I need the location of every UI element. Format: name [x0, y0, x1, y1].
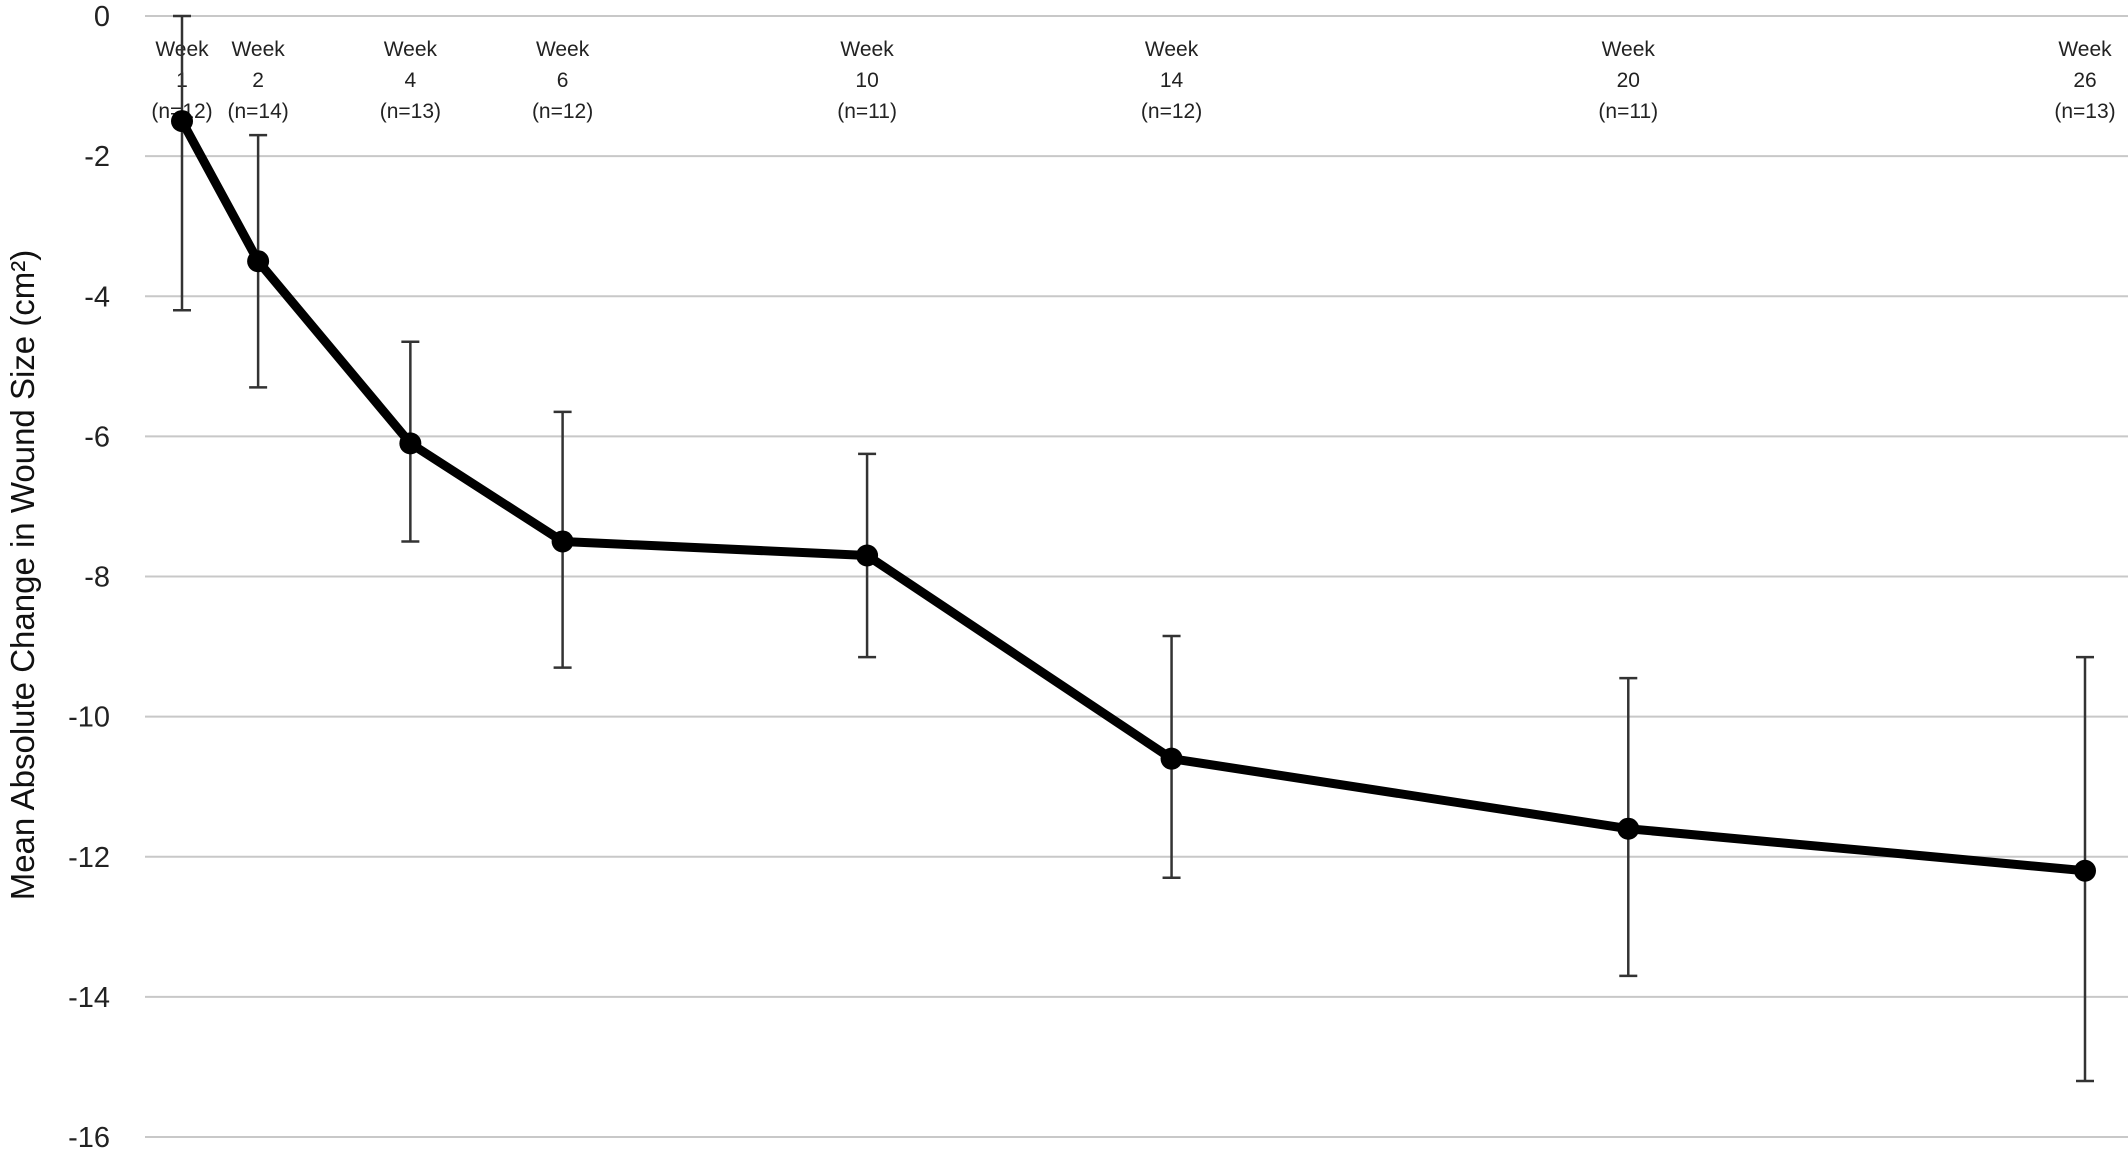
x-category-number: 10 — [855, 69, 878, 92]
y-tick-label: -12 — [68, 842, 110, 874]
gridlines — [145, 15, 2128, 1138]
data-point — [551, 530, 574, 553]
data-point — [1160, 747, 1183, 770]
y-tick-label: -10 — [68, 702, 110, 734]
x-category-n: (n=14) — [227, 100, 288, 123]
y-axis-label: Mean Absolute Change in Wound Size (cm²) — [4, 250, 41, 901]
y-tick-labels: 0 -2 -4 -6 -8 -10 -12 -14 -16 — [68, 1, 110, 1152]
data-point — [856, 544, 879, 567]
x-category-number: 6 — [557, 69, 569, 92]
error-bars — [173, 14, 2094, 1083]
x-category-n: (n=11) — [837, 100, 897, 123]
x-category-n: (n=13) — [380, 100, 441, 123]
data-point — [171, 110, 193, 133]
data-point — [247, 250, 270, 273]
y-tick-label: -8 — [84, 562, 110, 594]
x-category-week: Week — [1145, 38, 1199, 61]
y-tick-label: -14 — [68, 982, 110, 1014]
data-point — [399, 432, 422, 455]
x-category-number: 20 — [1617, 69, 1640, 92]
x-category-number: 14 — [1160, 69, 1184, 92]
x-category-number: 26 — [2073, 69, 2096, 92]
x-category-number: 4 — [405, 69, 417, 92]
x-category-number: 2 — [252, 69, 264, 92]
x-category-week: Week — [1602, 38, 1656, 61]
y-tick-label: -6 — [84, 421, 110, 453]
y-tick-label: 0 — [94, 1, 110, 33]
x-category-week: Week — [231, 38, 285, 61]
x-category-week: Week — [2058, 38, 2112, 61]
data-point — [1617, 817, 1640, 840]
x-category-week: Week — [536, 38, 590, 61]
y-tick-label: -4 — [84, 281, 110, 313]
data-point — [2074, 859, 2096, 882]
series-line-group — [177, 116, 2090, 876]
y-tick-label: -16 — [68, 1122, 110, 1152]
x-category-week: Week — [384, 38, 438, 61]
x-category-n: (n=11) — [1598, 100, 1658, 123]
x-category-n: (n=12) — [1141, 100, 1202, 123]
x-category-labels: Week1(n=12)Week2(n=14)Week4(n=13)Week6(n… — [151, 38, 2115, 123]
x-category-week: Week — [840, 38, 894, 61]
data-points — [171, 110, 2096, 882]
y-tick-label: -2 — [84, 141, 110, 173]
series-line — [177, 116, 2090, 876]
x-category-n: (n=13) — [2054, 100, 2115, 123]
x-category-n: (n=12) — [532, 100, 593, 123]
